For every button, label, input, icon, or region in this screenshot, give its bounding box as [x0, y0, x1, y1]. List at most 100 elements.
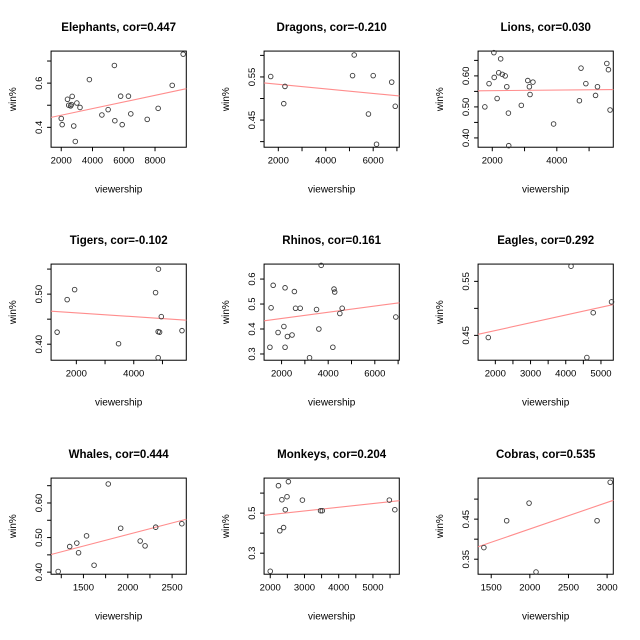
scatter-plot-rhinos: Rhinos, cor=0.161 2000 4000 6000 0.3 0.4 0.5 0.…	[221, 235, 401, 409]
data-point	[389, 79, 395, 85]
panel-lions: Lions, cor=0.030 2000 4000 0.40 0.50 0.60 view…	[427, 0, 640, 213]
data-point	[525, 500, 532, 506]
data-point	[117, 525, 124, 531]
data-point	[370, 72, 377, 79]
data-point	[268, 73, 274, 80]
data-point	[169, 82, 175, 89]
data-point	[71, 287, 78, 293]
y-tick-label: 0.60	[34, 493, 45, 512]
trend-line	[477, 88, 613, 92]
data-point	[577, 65, 584, 71]
data-point	[99, 112, 105, 118]
x-tick-label: 1500	[480, 582, 501, 593]
panel-rhinos: Rhinos, cor=0.161 2000 4000 6000 0.3 0.4 0.5 0.…	[213, 213, 426, 426]
panel-title: Whales, cor=0.444	[69, 449, 170, 461]
data-point	[282, 83, 289, 90]
scatter-plot-cobras: Cobras, cor=0.535 1500 2000 2500 3000 0.35 0.4…	[435, 449, 618, 622]
x-tick-label: 2000	[260, 582, 281, 593]
panel-dragons: Dragons, cor=-0.210 2000 4000 6000 0.45 0.55 v…	[213, 0, 426, 213]
data-point	[532, 568, 539, 575]
x-axis-label: viewership	[522, 398, 570, 409]
y-tick-label: 0.45	[461, 326, 472, 345]
data-point	[284, 334, 291, 340]
data-point	[91, 562, 97, 568]
data-point	[503, 83, 510, 90]
panel-elephants: Elephants, cor=0.447 2000 4000 6000 8000 0.4 0…	[0, 0, 213, 213]
y-tick-label: 0.35	[461, 550, 472, 569]
data-point	[297, 305, 304, 312]
data-point	[74, 540, 80, 546]
data-point	[593, 517, 600, 524]
x-tick-label: 3000	[294, 582, 315, 593]
data-point	[592, 92, 598, 99]
data-point	[526, 91, 533, 98]
data-point	[270, 282, 277, 289]
panel-title: Rhinos, cor=0.161	[283, 235, 382, 247]
data-point	[59, 121, 65, 128]
y-tick-label: 0.5	[247, 506, 258, 519]
y-axis-label: win%	[435, 514, 446, 539]
y-tick-label: 0.3	[247, 546, 258, 559]
data-point	[281, 100, 287, 107]
data-point	[105, 106, 111, 113]
data-point	[279, 496, 285, 503]
plot-box	[263, 50, 401, 148]
y-tick-label: 0.50	[34, 285, 45, 304]
data-point	[152, 290, 159, 296]
data-point	[277, 527, 283, 534]
trend-line	[477, 499, 614, 547]
trend-line	[477, 304, 614, 336]
data-point	[374, 141, 380, 147]
trend-line	[51, 310, 187, 322]
trend-line	[50, 88, 187, 118]
data-point	[314, 307, 320, 313]
data-point	[608, 299, 614, 305]
y-axis-label: win%	[221, 514, 232, 539]
y-axis-label: win%	[435, 87, 446, 112]
data-point	[180, 51, 186, 57]
trend-line	[264, 499, 400, 516]
data-point	[481, 104, 488, 110]
data-point	[350, 72, 356, 79]
data-point	[576, 97, 582, 104]
data-point	[590, 310, 596, 316]
data-point	[386, 497, 393, 503]
panel-title: Lions, cor=0.030	[500, 22, 590, 34]
x-tick-label: 6000	[363, 155, 384, 166]
data-point	[64, 297, 70, 303]
data-point	[285, 478, 292, 485]
x-tick-label: 1500	[73, 582, 94, 593]
data-point	[282, 344, 289, 351]
data-point	[179, 520, 185, 527]
data-point	[331, 286, 338, 293]
data-point	[158, 314, 165, 320]
x-tick-label: 2000	[51, 155, 72, 166]
data-point	[318, 507, 324, 514]
data-point	[282, 506, 289, 513]
x-tick-label: 8000	[144, 155, 165, 166]
y-tick-label: 0.4	[34, 121, 45, 134]
trend-line	[264, 82, 400, 97]
data-point	[480, 544, 487, 550]
panel-title: Monkeys, cor=0.204	[278, 449, 388, 461]
x-tick-label: 2000	[271, 369, 292, 380]
x-tick-label: 4000	[316, 155, 337, 166]
data-point	[125, 93, 132, 99]
y-tick-label: 0.55	[247, 68, 258, 87]
y-tick-label: 0.50	[34, 528, 45, 547]
data-point	[69, 93, 75, 100]
data-point	[606, 107, 613, 113]
data-point	[351, 52, 358, 58]
data-point	[490, 49, 497, 56]
panel-monkeys: Monkeys, cor=0.204 2000 3000 4000 5000 0.3 0.5…	[213, 427, 426, 640]
y-tick-label: 0.6	[34, 77, 45, 90]
data-point	[58, 115, 64, 122]
plot-box	[50, 50, 187, 148]
x-axis-label: viewership	[308, 611, 356, 622]
data-point	[505, 110, 511, 116]
data-point	[111, 62, 118, 69]
data-point	[366, 111, 372, 117]
x-axis-label: viewership	[95, 611, 143, 622]
y-tick-label: 0.3	[247, 348, 258, 361]
data-point	[54, 329, 60, 336]
